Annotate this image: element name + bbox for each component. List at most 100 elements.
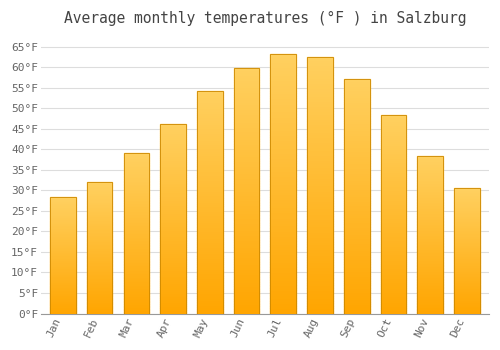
Bar xyxy=(197,256,222,258)
Bar xyxy=(87,307,112,308)
Bar xyxy=(344,269,370,271)
Bar xyxy=(307,293,333,296)
Bar xyxy=(307,124,333,126)
Bar xyxy=(344,102,370,104)
Bar xyxy=(270,220,296,223)
Bar xyxy=(454,238,479,240)
Bar xyxy=(454,230,479,231)
Bar xyxy=(197,271,222,273)
Bar xyxy=(160,131,186,133)
Bar xyxy=(87,244,112,245)
Bar xyxy=(234,272,260,274)
Bar xyxy=(124,230,149,232)
Bar xyxy=(418,241,443,243)
Bar xyxy=(307,234,333,237)
Bar xyxy=(87,189,112,190)
Bar xyxy=(418,304,443,306)
Bar xyxy=(380,141,406,142)
Bar xyxy=(234,144,260,146)
Bar xyxy=(380,308,406,309)
Bar xyxy=(454,197,479,198)
Bar xyxy=(344,259,370,262)
Bar xyxy=(50,246,76,247)
Bar xyxy=(418,162,443,164)
Bar xyxy=(270,251,296,254)
Bar xyxy=(270,298,296,301)
Bar xyxy=(454,284,479,285)
Bar xyxy=(50,288,76,289)
Bar xyxy=(50,262,76,264)
Bar xyxy=(160,202,186,203)
Bar xyxy=(87,246,112,248)
Bar xyxy=(197,126,222,128)
Bar xyxy=(418,202,443,203)
Bar xyxy=(50,234,76,236)
Bar xyxy=(197,269,222,271)
Bar xyxy=(234,92,260,94)
Bar xyxy=(454,233,479,235)
Bar xyxy=(344,184,370,187)
Bar xyxy=(270,272,296,275)
Bar xyxy=(307,288,333,290)
Bar xyxy=(50,302,76,303)
Bar xyxy=(270,207,296,210)
Bar xyxy=(307,88,333,91)
Bar xyxy=(87,258,112,260)
Bar xyxy=(270,65,296,67)
Bar xyxy=(454,261,479,262)
Bar xyxy=(124,197,149,198)
Bar xyxy=(270,150,296,153)
Bar xyxy=(234,296,260,299)
Bar xyxy=(160,127,186,130)
Bar xyxy=(344,252,370,255)
Bar xyxy=(380,123,406,125)
Bar xyxy=(87,243,112,244)
Bar xyxy=(160,181,186,183)
Bar xyxy=(234,70,260,72)
Bar xyxy=(124,264,149,266)
Bar xyxy=(87,182,112,314)
Bar xyxy=(454,227,479,228)
Bar xyxy=(418,256,443,257)
Bar xyxy=(454,268,479,270)
Bar xyxy=(270,70,296,72)
Bar xyxy=(50,211,76,212)
Bar xyxy=(197,158,222,160)
Bar xyxy=(270,181,296,184)
Bar xyxy=(344,142,370,145)
Bar xyxy=(87,270,112,272)
Bar xyxy=(307,152,333,155)
Bar xyxy=(270,75,296,78)
Bar xyxy=(380,232,406,234)
Bar xyxy=(307,190,333,193)
Bar xyxy=(344,135,370,137)
Bar xyxy=(87,210,112,211)
Bar xyxy=(197,160,222,162)
Bar xyxy=(234,176,260,178)
Bar xyxy=(50,292,76,293)
Bar xyxy=(50,264,76,265)
Bar xyxy=(418,301,443,302)
Bar xyxy=(234,188,260,190)
Bar xyxy=(234,269,260,272)
Bar xyxy=(197,238,222,240)
Bar xyxy=(160,162,186,164)
Bar xyxy=(50,199,76,201)
Bar xyxy=(124,294,149,296)
Bar xyxy=(307,78,333,80)
Bar xyxy=(418,240,443,241)
Bar xyxy=(270,78,296,80)
Bar xyxy=(380,252,406,254)
Bar xyxy=(124,309,149,310)
Bar xyxy=(307,157,333,160)
Bar xyxy=(344,191,370,194)
Bar xyxy=(50,201,76,202)
Bar xyxy=(418,310,443,312)
Bar xyxy=(454,291,479,292)
Bar xyxy=(418,284,443,285)
Bar xyxy=(160,124,186,126)
Bar xyxy=(418,224,443,225)
Bar xyxy=(307,303,333,306)
Bar xyxy=(234,129,260,132)
Bar xyxy=(197,202,222,204)
